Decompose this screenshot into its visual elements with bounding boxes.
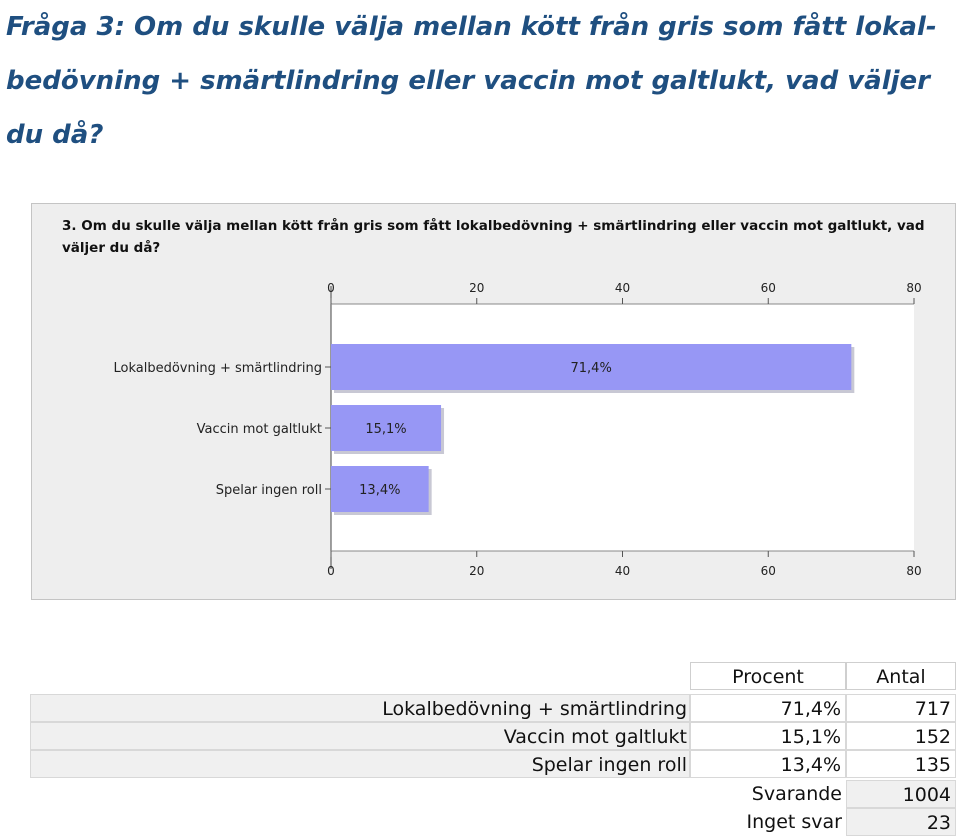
chart-frame: 3. Om du skulle välja mellan kött från g… <box>31 203 956 600</box>
category-label-2: Vaccin mot galtlukt <box>197 422 322 437</box>
x-tick-label-bottom: 60 <box>761 564 776 578</box>
x-tick-label-top: 0 <box>327 281 335 295</box>
x-tick-label-bottom: 20 <box>469 564 484 578</box>
category-label-3: Spelar ingen roll <box>216 483 322 498</box>
row-3-label: Spelar ingen roll <box>30 750 690 778</box>
x-tick-label-bottom: 80 <box>906 564 921 578</box>
x-tick-label-top: 60 <box>761 281 776 295</box>
bar-3 <box>331 466 429 512</box>
x-tick-label-bottom: 0 <box>327 564 335 578</box>
bar-1 <box>331 344 852 390</box>
row-1-label: Lokalbedövning + smärtlindring <box>30 694 690 722</box>
row-2-count: 152 <box>846 722 956 750</box>
answered-value: 1004 <box>846 780 956 808</box>
bar-chart: 0 0 20 20 40 40 60 60 80 80 Lokalbedövning + smärt… <box>113 281 921 578</box>
row-1-percent: 71,4% <box>690 694 846 722</box>
answered-label: Svarande <box>690 780 846 808</box>
bar-value-label-3: 13,4% <box>359 483 400 498</box>
row-2-percent: 15,1% <box>690 722 846 750</box>
row-3-percent: 13,4% <box>690 750 846 778</box>
header-antal: Antal <box>846 662 956 690</box>
chart-title: 3. Om du skulle välja mellan kött från g… <box>62 218 925 256</box>
bar-value-label-1: 71,4% <box>571 361 612 376</box>
page-heading: Fråga 3: Om du skulle välja mellan kött … <box>6 12 937 150</box>
row-2-label: Vaccin mot galtlukt <box>30 722 690 750</box>
header-procent: Procent <box>690 662 846 690</box>
row-1-count: 717 <box>846 694 956 722</box>
skipped-value: 23 <box>846 808 956 836</box>
bar-2 <box>331 405 442 451</box>
x-tick-label-top: 40 <box>615 281 630 295</box>
bar-value-label-2: 15,1% <box>365 422 406 437</box>
skipped-label: Inget svar <box>690 808 846 836</box>
x-tick-label-bottom: 40 <box>615 564 630 578</box>
x-tick-label-top: 20 <box>469 281 484 295</box>
row-3-count: 135 <box>846 750 956 778</box>
category-label-1: Lokalbedövning + smärtlindring <box>113 361 322 376</box>
x-tick-label-top: 80 <box>906 281 921 295</box>
